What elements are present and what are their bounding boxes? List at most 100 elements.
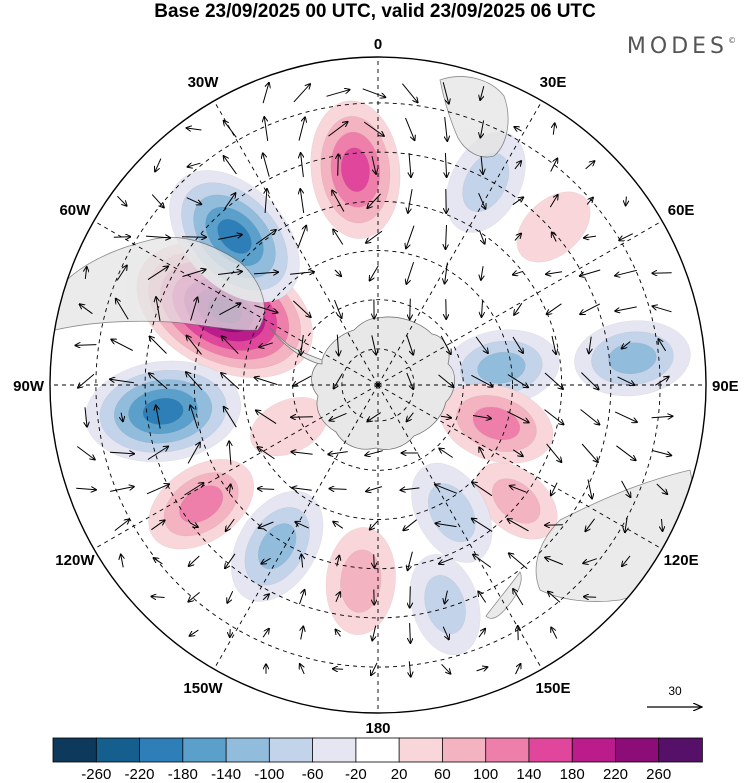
contour-band [142,398,184,425]
colorbar-tick-label: 100 [473,766,498,783]
colorbar-bin [312,737,357,763]
longitude-label: 0 [374,36,382,53]
wind-arrow [218,272,242,275]
wind-arrow [301,334,304,355]
map-border [49,56,707,714]
longitude-label: 90W [13,378,45,395]
longitude-label: 60W [59,202,91,219]
longitude-label: 90E [712,378,739,395]
wind-arrow [147,447,168,460]
colorbar-bin [398,737,444,763]
copyright-mark: © [728,36,736,45]
pole-marker [376,383,380,387]
meridian-line [213,100,379,386]
wind-arrow [410,586,411,607]
wind-arrow [222,336,239,355]
wind-arrow [254,305,278,313]
colorbar-tick-label: -140 [211,766,241,783]
wind-arrow [583,558,597,564]
wind-arrow [584,597,597,598]
wind-arrow [509,553,528,570]
wind-arrow [156,405,161,429]
longitude-labels: 0 30E 60E 90E 120E 150E 180 150W 120W 90W 60W 30W [13,36,739,737]
wind-arrow [510,486,527,493]
meridian-line [377,220,663,386]
wind-arrow [336,592,340,603]
wind-arrow [367,193,381,208]
wind-arrow [545,558,563,565]
wind-arrow [410,298,411,320]
wind-arrow [154,558,163,565]
colorbar-bin [441,737,487,763]
wind-arrow [156,297,161,321]
colorbar-bin [95,737,141,763]
colorbar-bin [268,737,314,763]
wind-arrow [77,446,94,460]
wind-arrow [263,153,270,177]
wind-arrow [651,416,673,418]
wind-arrow [224,407,237,428]
wind-arrow [114,519,129,531]
colorbar-tick-label: -220 [124,766,154,783]
wind-arrow [121,412,123,422]
wind-arrow [622,341,631,349]
wind-arrow [151,520,164,531]
wind-arrow [439,557,454,564]
wind-arrow [513,589,524,606]
contour-band [340,549,382,613]
wind-arrow [80,304,93,315]
wind-arrow [261,557,271,563]
wind-arrow [337,334,338,356]
wind-arrow [186,372,203,391]
wind-arrow [298,117,305,141]
wind-arrow [187,336,202,355]
wind-arrow [109,452,134,454]
meridian-line [377,384,663,550]
wind-arrow [258,489,275,490]
wind-arrow [621,480,631,497]
wind-arrow [587,479,592,499]
wind-arrow [472,482,493,497]
meridian-line [213,384,379,670]
contour-band [179,485,224,523]
wind-arrow [326,90,350,97]
wind-arrow [410,623,411,643]
wind-arrow [224,121,237,138]
wind-arrow [362,88,386,97]
wind-arrow [584,236,597,238]
colorbar-tick-label: -180 [168,766,198,783]
wind-arrow [507,374,528,388]
wind-arrow [371,335,376,354]
wind-arrow [262,83,269,104]
wind-arrow [547,303,562,314]
wind-arrow [478,629,485,638]
wind-arrow [406,335,413,354]
wind-arrow [116,299,129,320]
wind-arrow [439,449,453,458]
wind-arrow [515,664,521,675]
wind-arrow [85,267,86,279]
wind-arrow [480,85,484,100]
wind-arrow [371,662,378,675]
wind-arrow [190,406,199,429]
wind-arrow [218,235,242,240]
wind-arrow [253,272,278,274]
wind-arrow [581,443,598,462]
contour-band [492,478,541,524]
wind-arrow [301,153,304,177]
wind-arrow [478,592,487,603]
wind-arrow [225,553,236,568]
wind-arrow [580,303,601,314]
wind-arrow [336,630,341,637]
wind-arrow [409,152,411,177]
wind-arrow [295,522,309,529]
wind-arrow [371,156,376,174]
wind-arrow [662,518,663,531]
wind-arrow [334,269,341,276]
contour-band [516,191,591,263]
meridian-line [377,384,543,670]
colorbar-bin [615,737,660,763]
wind-arrow [151,597,165,598]
wind-arrow [551,628,558,639]
wind-arrow [625,517,627,532]
